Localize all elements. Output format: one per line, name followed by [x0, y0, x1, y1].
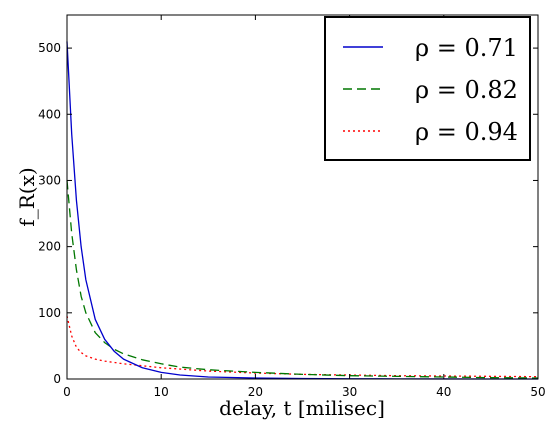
- x-tick-label: 0: [63, 385, 71, 399]
- y-tick-label: 0: [53, 372, 61, 386]
- series-line-2: [66, 180, 539, 379]
- y-tick-label: 300: [38, 173, 61, 187]
- series-line-3: [66, 315, 539, 378]
- y-axis-label: f_R(x): [15, 167, 39, 226]
- y-tick-label: 100: [38, 306, 61, 320]
- y-tick-label: 500: [38, 41, 61, 55]
- x-tick-label: 20: [248, 385, 263, 399]
- y-tick-label: 400: [38, 107, 61, 121]
- x-tick-label: 50: [530, 385, 545, 399]
- legend-label-2: ρ = 0.82: [415, 76, 518, 104]
- x-tick-label: 30: [342, 385, 357, 399]
- x-tick-label: 40: [436, 385, 451, 399]
- legend-label-1: ρ = 0.71: [415, 34, 518, 62]
- y-tick-label: 200: [38, 240, 61, 254]
- x-tick-label: 10: [154, 385, 169, 399]
- legend: ρ = 0.71 ρ = 0.82 ρ = 0.94: [324, 16, 531, 161]
- x-axis-label: delay, t [milisec]: [219, 396, 385, 420]
- legend-label-3: ρ = 0.94: [415, 118, 518, 146]
- plot-area-frame: [66, 14, 539, 380]
